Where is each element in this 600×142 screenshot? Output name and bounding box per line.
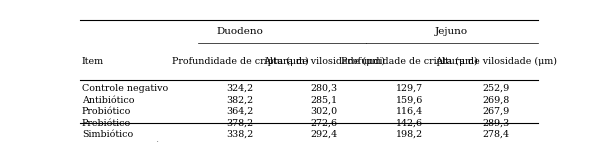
Text: Item: Item bbox=[82, 57, 104, 66]
Text: Jejuno: Jejuno bbox=[435, 27, 468, 36]
Text: Controle negativo: Controle negativo bbox=[82, 84, 168, 93]
Text: 289,3: 289,3 bbox=[482, 119, 509, 128]
Text: 272,6: 272,6 bbox=[310, 119, 337, 128]
Text: Antibiótico: Antibiótico bbox=[82, 96, 134, 105]
Text: 285,1: 285,1 bbox=[310, 96, 337, 105]
Text: Profundidade de cripta (μm): Profundidade de cripta (μm) bbox=[172, 57, 308, 66]
Text: 364,2: 364,2 bbox=[226, 107, 254, 116]
Text: 269,8: 269,8 bbox=[482, 96, 509, 105]
Text: Simbiótico: Simbiótico bbox=[82, 130, 133, 139]
Text: Altura de vilosidade (μm): Altura de vilosidade (μm) bbox=[435, 57, 557, 66]
Text: 267,9: 267,9 bbox=[482, 107, 509, 116]
Text: 302,0: 302,0 bbox=[310, 107, 337, 116]
Text: 382,2: 382,2 bbox=[227, 96, 254, 105]
Text: 116,4: 116,4 bbox=[396, 107, 424, 116]
Text: Altura de vilosidade (μm): Altura de vilosidade (μm) bbox=[263, 57, 385, 66]
Text: 159,6: 159,6 bbox=[396, 96, 424, 105]
Text: 129,7: 129,7 bbox=[396, 84, 424, 93]
Text: 198,2: 198,2 bbox=[396, 130, 424, 139]
Text: Duodeno: Duodeno bbox=[217, 27, 263, 36]
Text: Prebiótico: Prebiótico bbox=[82, 119, 131, 128]
Text: 142,6: 142,6 bbox=[396, 119, 424, 128]
Text: 278,4: 278,4 bbox=[482, 130, 509, 139]
Text: 338,2: 338,2 bbox=[226, 130, 254, 139]
Text: Probiótico: Probiótico bbox=[82, 107, 131, 116]
Text: 292,4: 292,4 bbox=[310, 130, 337, 139]
Text: Profundidade de cripta (μm): Profundidade de cripta (μm) bbox=[341, 57, 478, 66]
Text: 378,2: 378,2 bbox=[227, 119, 254, 128]
Text: 252,9: 252,9 bbox=[482, 84, 509, 93]
Text: 280,3: 280,3 bbox=[310, 84, 337, 93]
Text: 324,2: 324,2 bbox=[227, 84, 254, 93]
